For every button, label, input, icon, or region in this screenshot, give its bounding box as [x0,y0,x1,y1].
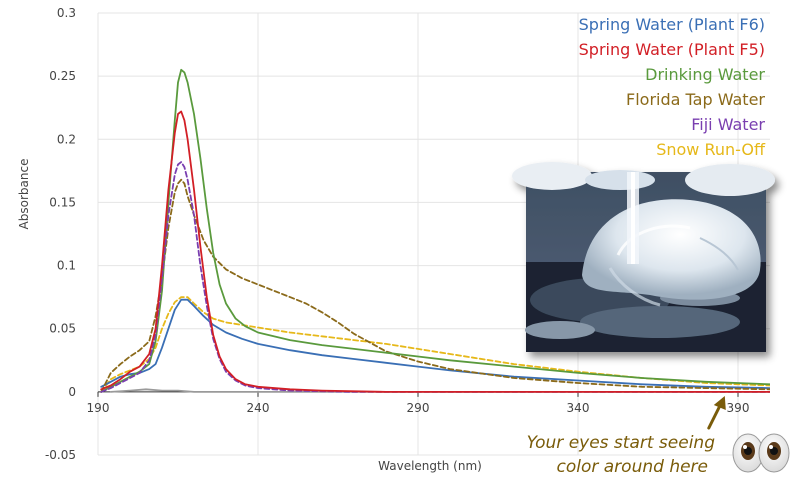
annotation-text-line-1: Your eyes start seeing [527,433,716,453]
x-tick-label: 340 [567,401,590,415]
y-tick-label: 0.15 [49,195,76,209]
series-line-5 [100,296,770,393]
y-tick-label: 0.1 [57,259,76,273]
x-tick-label: 290 [407,401,430,415]
annotation-arrowhead [713,396,726,410]
legend-entry-3: Florida Tap Water [626,90,765,109]
y-tick-label: 0.2 [57,132,76,146]
y-tick-label: 0 [68,385,76,399]
frozen-water-photo [512,162,775,352]
x-tick-label: 190 [87,401,110,415]
y-tick-label: 0.05 [49,322,76,336]
annotation: Your eyes start seeing color around here [527,396,726,477]
legend-entry-1: Spring Water (Plant F5) [579,40,765,59]
x-axis: 190 240 290 340 390 [87,391,750,415]
legend-entry-0: Spring Water (Plant F6) [579,15,765,34]
series-line-1 [100,110,770,393]
annotation-arrow [707,402,723,430]
legend-entry-5: Snow Run-Off [656,140,766,159]
eyes-emoji [732,433,790,473]
x-axis-title: Wavelength (nm) [378,459,482,473]
y-tick-label: -0.05 [45,448,76,462]
y-tick-label: 0.3 [57,6,76,20]
y-axis-title: Absorbance [17,159,31,230]
series-line-2 [100,68,770,393]
legend: Spring Water (Plant F6) Spring Water (Pla… [579,15,766,159]
grid-lines [97,12,770,456]
annotation-text-line-2: color around here [557,457,709,477]
y-tick-label: 0.25 [49,69,76,83]
legend-entry-2: Drinking Water [645,65,765,84]
series-line-3 [100,178,770,393]
legend-entry-4: Fiji Water [691,115,765,134]
x-tick-label: 390 [727,401,750,415]
series-lines [100,68,770,393]
y-axis: -0.05 0 0.05 0.1 0.15 0.2 0.25 0.3 [45,6,76,462]
series-line-4 [100,161,770,393]
x-tick-label: 240 [247,401,270,415]
